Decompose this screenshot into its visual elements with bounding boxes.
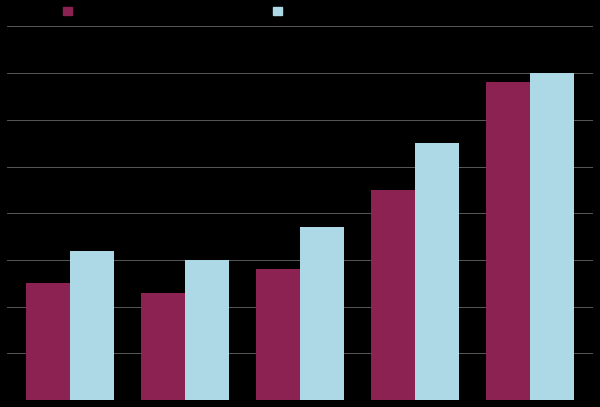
Bar xyxy=(530,73,574,407)
Bar xyxy=(70,251,114,407)
Bar xyxy=(415,143,458,407)
Bar xyxy=(371,190,415,407)
Bar xyxy=(142,293,185,407)
Bar xyxy=(300,227,344,407)
Bar xyxy=(486,83,530,407)
Bar xyxy=(185,260,229,407)
Legend: Washington-Arlington-Alexandria, United States: Washington-Arlington-Alexandria, United … xyxy=(59,2,365,21)
Bar xyxy=(256,269,300,407)
Bar xyxy=(26,283,70,407)
